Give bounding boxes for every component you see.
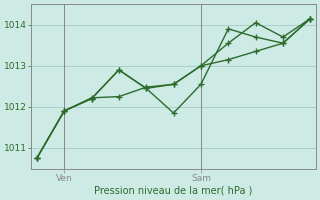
X-axis label: Pression niveau de la mer( hPa ): Pression niveau de la mer( hPa )	[94, 186, 253, 196]
